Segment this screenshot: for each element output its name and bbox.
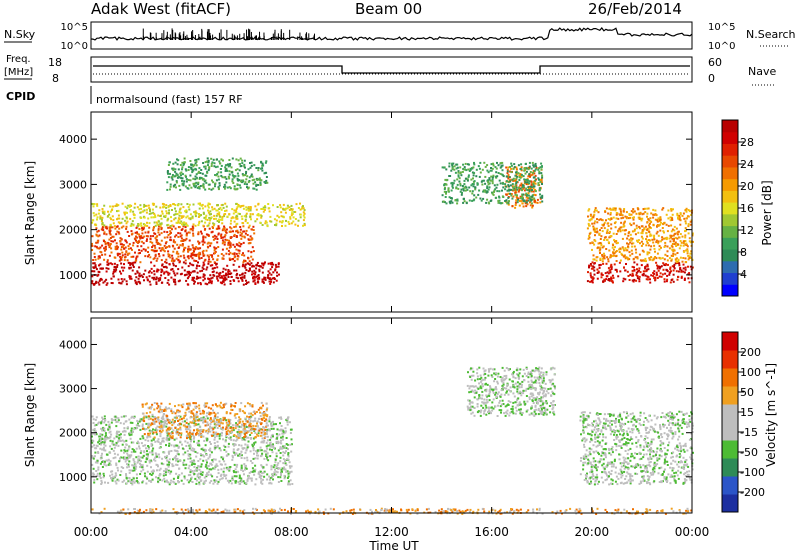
colorbar-swatch	[722, 261, 738, 273]
nave-label: Nave	[748, 65, 776, 78]
cpid-label: CPID	[6, 90, 35, 103]
nsearch-tick-low: 10^0	[708, 41, 735, 52]
colorbar-swatch	[722, 458, 738, 477]
power-region	[166, 157, 268, 191]
colorbar-tick-label: -200	[740, 486, 765, 499]
power-region	[587, 207, 694, 263]
power-region	[91, 261, 280, 286]
colorbar-tick-label: 100	[740, 366, 761, 379]
colorbar-swatch	[722, 226, 738, 238]
power-ylabel: Slant Range [km]	[23, 161, 37, 265]
y-tick-label: 2000	[59, 224, 87, 237]
freq-panel	[91, 57, 692, 82]
velocity-region	[529, 367, 556, 416]
power-region	[91, 225, 255, 263]
colorbar-swatch	[722, 214, 738, 226]
velocity-frame	[91, 318, 692, 513]
power-region	[587, 261, 694, 283]
colorbar-tick-label: 200	[740, 346, 761, 359]
y-tick-label: 3000	[59, 383, 87, 396]
date-title: 26/Feb/2014	[588, 0, 682, 18]
nsky-tick-low: 10^0	[61, 41, 88, 52]
x-tick-label: 08:00	[274, 525, 309, 539]
colorbar-swatch	[722, 237, 738, 249]
colorbar-tick-label: 20	[740, 180, 754, 193]
nave-tick-high: 60	[708, 56, 722, 69]
freq-tick-high: 18	[48, 56, 62, 69]
colorbar-swatch	[722, 202, 738, 214]
x-tick-label: 20:00	[575, 525, 610, 539]
y-tick-label: 4000	[59, 133, 87, 146]
x-tick-label: 12:00	[374, 525, 409, 539]
cpid-text: normalsound (fast) 157 RF	[96, 93, 243, 106]
station-title: Adak West (fitACF)	[91, 0, 231, 18]
colorbar-swatch	[722, 476, 738, 495]
beam-title: Beam 00	[355, 0, 422, 18]
power-colorbar-title: Power [dB]	[760, 180, 774, 245]
velocity-region	[91, 415, 293, 485]
colorbar-tick-label: 12	[740, 224, 754, 237]
velocity-colorbar: 200 100 50 15 -15 -50 -100 -200	[722, 332, 765, 513]
colorbar-swatch	[722, 494, 738, 513]
colorbar-swatch	[722, 440, 738, 459]
y-tick-label: 1000	[59, 269, 87, 282]
colorbar-tick-label: -100	[740, 466, 765, 479]
colorbar-swatch	[722, 143, 738, 155]
y-tick-label: 3000	[59, 178, 87, 191]
x-axis-label: Time UT	[368, 539, 419, 553]
colorbar-swatch	[722, 132, 738, 144]
freq-tick-low: 8	[52, 72, 59, 85]
velocity-region	[579, 411, 694, 486]
x-tick-label: 04:00	[174, 525, 209, 539]
colorbar-swatch	[722, 167, 738, 179]
colorbar-swatch	[722, 284, 738, 296]
power-colorbar: 28 24 20 16 12 8 4	[722, 120, 754, 297]
nave-tick-low: 0	[708, 72, 715, 85]
colorbar-swatch	[722, 404, 738, 423]
colorbar-swatch	[722, 386, 738, 405]
colorbar-swatch	[722, 249, 738, 261]
colorbar-swatch	[722, 273, 738, 285]
colorbar-tick-label: 16	[740, 202, 754, 215]
frequency-trace	[93, 66, 690, 73]
nsky-label: N.Sky	[4, 28, 36, 41]
freq-label-2: [MHz]	[4, 67, 33, 78]
x-tick-label: 00:00	[675, 525, 710, 539]
power-region	[91, 203, 306, 228]
colorbar-tick-label: -15	[740, 426, 758, 439]
y-tick-label: 1000	[59, 471, 87, 484]
colorbar-swatch	[722, 350, 738, 369]
y-tick-label: 2000	[59, 427, 87, 440]
freq-label-1: Freq.	[6, 54, 31, 65]
velocity-ylabel: Slant Range [km]	[23, 363, 37, 467]
colorbar-swatch	[722, 155, 738, 167]
colorbar-swatch	[722, 368, 738, 387]
nsearch-label: N.Search	[746, 28, 796, 41]
x-tick-label: 16:00	[474, 525, 509, 539]
colorbar-swatch	[722, 422, 738, 441]
colorbar-swatch	[722, 332, 738, 351]
colorbar-tick-label: 8	[740, 246, 747, 259]
nsearch-tick-high: 10^5	[708, 22, 735, 33]
colorbar-swatch	[722, 120, 738, 132]
velocity-colorbar-title: Velocity [m s^-1]	[764, 363, 778, 467]
colorbar-tick-label: 50	[740, 386, 754, 399]
x-axis: 00:00 04:00 08:00 12:00 16:00 20:00 00:00	[74, 525, 710, 539]
x-tick-label: 00:00	[74, 525, 109, 539]
colorbar-tick-label: 28	[740, 136, 754, 149]
y-tick-label: 4000	[59, 338, 87, 351]
colorbar-tick-label: 4	[740, 268, 747, 281]
power-panel: 1000 2000 3000 4000	[59, 112, 694, 312]
colorbar-swatch	[722, 190, 738, 202]
noise-trace	[91, 28, 692, 40]
colorbar-tick-label: -50	[740, 446, 758, 459]
colorbar-tick-label: 15	[740, 406, 754, 419]
nsky-tick-high: 10^5	[61, 22, 88, 33]
colorbar-swatch	[722, 179, 738, 191]
colorbar-tick-label: 24	[740, 158, 754, 171]
velocity-panel: 1000 2000 3000 4000	[59, 318, 694, 515]
